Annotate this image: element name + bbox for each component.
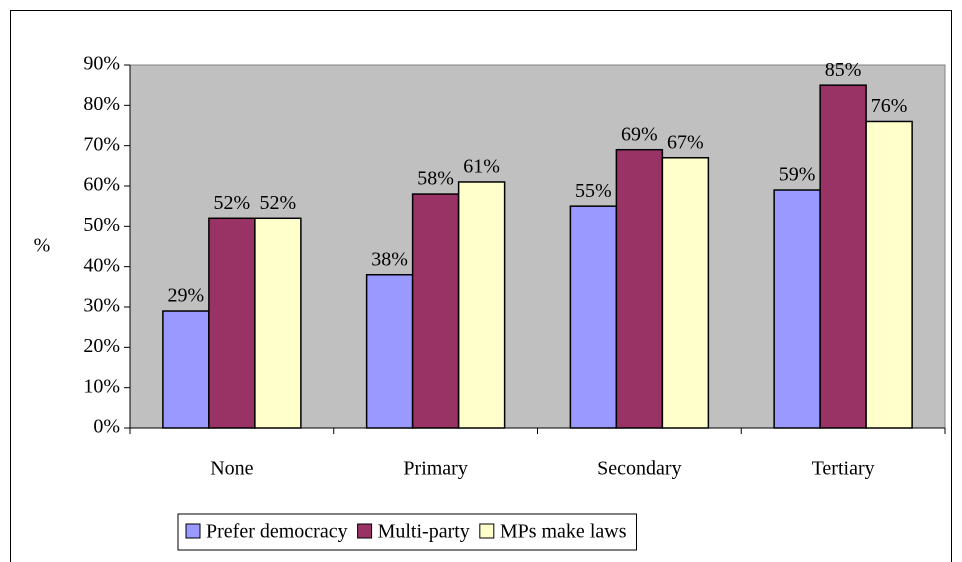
legend-label: Multi-party bbox=[378, 521, 470, 543]
y-tick-label: 60% bbox=[83, 174, 120, 196]
x-tick-label: Secondary bbox=[597, 458, 681, 480]
y-tick-label: 0% bbox=[93, 416, 120, 438]
legend-swatch bbox=[357, 523, 373, 539]
legend-swatch bbox=[479, 523, 495, 539]
bar bbox=[254, 217, 302, 429]
legend-label: MPs make laws bbox=[500, 521, 627, 543]
bar bbox=[773, 189, 821, 429]
value-label: 52% bbox=[214, 192, 251, 214]
y-tick-label: 90% bbox=[83, 53, 120, 75]
x-tick-label: Tertiary bbox=[812, 458, 875, 480]
bar bbox=[569, 205, 618, 429]
bar bbox=[365, 273, 414, 429]
value-label: 38% bbox=[371, 248, 408, 270]
bar bbox=[208, 217, 256, 429]
y-tick-label: 20% bbox=[83, 335, 120, 357]
bar bbox=[615, 148, 664, 429]
legend-label: Prefer democracy bbox=[206, 521, 348, 543]
y-tick-label: 80% bbox=[83, 93, 120, 115]
value-label: 55% bbox=[575, 180, 612, 202]
y-tick-label: 40% bbox=[83, 254, 120, 276]
y-axis-label: % bbox=[34, 235, 51, 257]
value-label: 29% bbox=[168, 285, 205, 307]
value-label: 58% bbox=[417, 168, 454, 190]
value-label: 85% bbox=[825, 59, 862, 81]
bar bbox=[865, 120, 913, 429]
y-tick-label: 10% bbox=[83, 375, 120, 397]
bar bbox=[162, 310, 210, 429]
bar bbox=[411, 193, 460, 429]
value-label: 67% bbox=[667, 131, 704, 153]
value-label: 52% bbox=[260, 192, 297, 214]
legend-swatch bbox=[185, 523, 201, 539]
bar bbox=[661, 157, 710, 429]
bar bbox=[457, 181, 506, 429]
bar bbox=[819, 84, 867, 429]
y-tick-label: 50% bbox=[83, 214, 120, 236]
value-label: 59% bbox=[779, 164, 816, 186]
y-tick-label: 30% bbox=[83, 295, 120, 317]
value-label: 69% bbox=[621, 123, 658, 145]
value-label: 61% bbox=[463, 156, 500, 178]
x-tick-label: Primary bbox=[403, 458, 467, 480]
legend-box bbox=[177, 513, 637, 551]
y-tick-label: 70% bbox=[83, 133, 120, 155]
x-tick-label: None bbox=[210, 458, 253, 480]
value-label: 76% bbox=[871, 95, 908, 117]
